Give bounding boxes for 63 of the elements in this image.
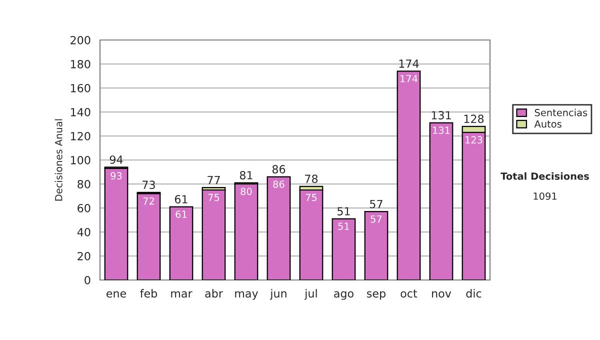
y-tick-label: 120: [70, 132, 90, 140]
x-tick-label: oct: [400, 290, 418, 298]
text: 1091: [534, 192, 556, 200]
legend-label: Autos: [534, 120, 562, 128]
x-tick-label: abr: [205, 289, 223, 298]
x-tick-label: nov: [432, 291, 452, 298]
y-tick-label: 20: [78, 252, 90, 260]
data-label: 86: [273, 180, 284, 188]
bar: [299, 189, 324, 280]
x-tick-label: feb: [140, 289, 158, 298]
data-label: 80: [240, 188, 252, 196]
data-label: 51: [338, 222, 350, 230]
y-tick-label: 200: [70, 36, 90, 44]
total-label: 81: [240, 171, 252, 180]
total-label: 61: [174, 195, 188, 204]
bar: [332, 218, 356, 280]
bar: [396, 70, 421, 280]
total-label: 77: [208, 176, 220, 184]
bar: [104, 168, 128, 280]
data-label: 57: [370, 216, 382, 223]
data-label: 93: [110, 172, 122, 180]
bar: [202, 189, 226, 280]
total-label: 78: [305, 174, 318, 184]
total-label: 131: [432, 111, 451, 120]
y-tick-label: 100: [70, 156, 90, 164]
data-label: 72: [143, 197, 154, 205]
data-label: 75: [306, 194, 317, 202]
bar: [234, 183, 258, 280]
bar: [429, 122, 454, 280]
y-tick-label: 180: [70, 60, 90, 68]
total-label: 73: [142, 180, 155, 190]
y-tick-label: 160: [70, 84, 90, 92]
total-label: 128: [464, 114, 484, 124]
bar: [266, 176, 291, 280]
bar: [364, 211, 388, 280]
y-tick-label: 140: [70, 108, 90, 116]
y-tick-label: 80: [78, 180, 90, 188]
y-tick-label: 60: [78, 204, 90, 212]
data-label: 131: [433, 126, 450, 134]
x-tick-label: jul: [304, 289, 317, 300]
bar: [136, 193, 161, 280]
total-label: 51: [338, 207, 350, 216]
text: Total Decisiones: [500, 172, 589, 180]
total-label: 57: [370, 200, 382, 208]
x-tick-label: ago: [334, 291, 354, 300]
data-label: 123: [466, 136, 482, 144]
x-tick-label: dic: [466, 289, 482, 298]
total-label: 86: [272, 165, 286, 174]
total-label: 94: [110, 155, 123, 164]
legend-label: Sentencias: [534, 108, 588, 116]
x-tick-label: jun: [270, 289, 286, 300]
data-label: 75: [208, 194, 220, 202]
data-label: 61: [176, 210, 187, 218]
y-axis-title: Decisiones Anual: [54, 119, 62, 201]
x-tick-label: may: [235, 291, 258, 300]
total-label: 174: [399, 60, 419, 68]
y-tick-label: 0: [84, 276, 90, 284]
bar: [169, 206, 194, 280]
x-tick-label: mar: [171, 291, 192, 298]
x-tick-label: ene: [106, 291, 126, 298]
y-tick-label: 40: [77, 228, 90, 236]
data-label: 174: [400, 75, 418, 82]
x-tick-label: sep: [367, 291, 386, 300]
